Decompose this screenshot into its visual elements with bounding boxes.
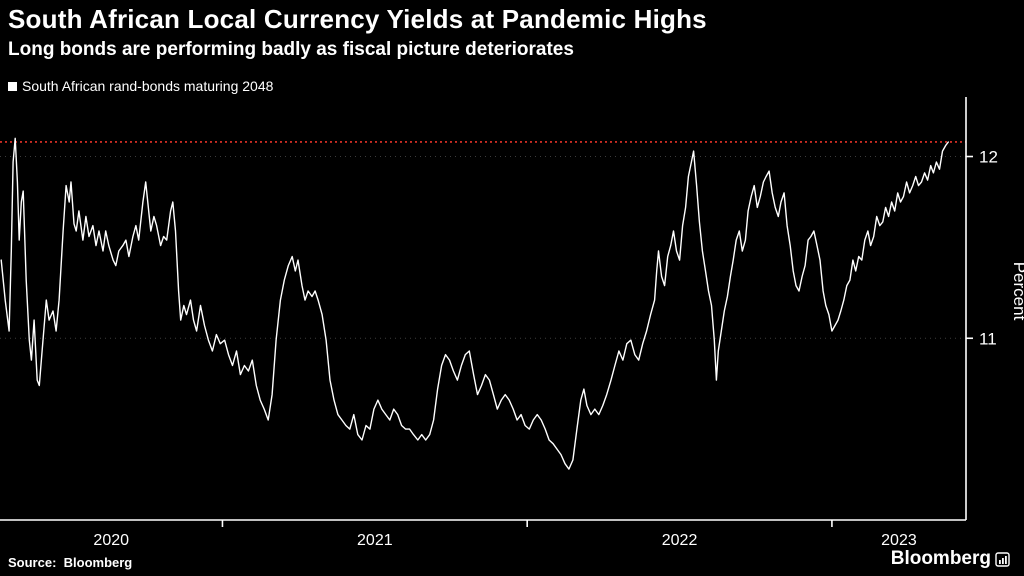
page-subtitle: Long bonds are performing badly as fisca… bbox=[8, 39, 574, 60]
page-title: South African Local Currency Yields at P… bbox=[8, 4, 707, 34]
bloomberg-terminal-icon bbox=[995, 551, 1010, 567]
source-text: Source: Bloomberg bbox=[8, 555, 133, 570]
legend-label: South African rand-bonds maturing 2048 bbox=[22, 78, 274, 94]
x-year-label: 2022 bbox=[662, 532, 698, 549]
yield-line-chart: 11 12 2020 2021 2022 2023 Percent bbox=[0, 97, 1024, 549]
x-year-label: 2020 bbox=[93, 532, 129, 549]
chart-legend: South African rand-bonds maturing 2048 bbox=[8, 78, 273, 94]
y-tick-label: 11 bbox=[979, 329, 997, 348]
bloomberg-logo: Bloomberg bbox=[891, 548, 1010, 570]
bloomberg-logo-text: Bloomberg bbox=[890, 548, 991, 569]
y-tick-label: 12 bbox=[979, 148, 998, 167]
x-year-label: 2023 bbox=[881, 532, 917, 549]
yield-series-line bbox=[0, 137, 949, 470]
legend-swatch-icon bbox=[8, 81, 17, 91]
x-year-label: 2021 bbox=[357, 532, 393, 549]
y-axis-title: Percent bbox=[1010, 262, 1024, 321]
